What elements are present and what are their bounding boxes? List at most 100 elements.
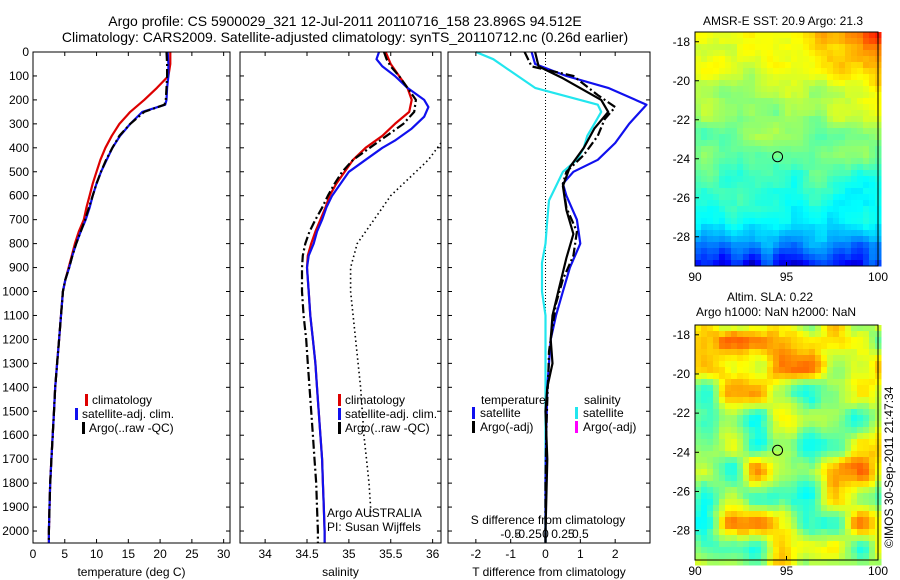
difference-panel: -2 -1 0 1 2 -0.5-0.25 0 0.250.5 T difference fro… bbox=[447, 50, 651, 579]
x-tick-label: 10 bbox=[90, 547, 104, 561]
legend-label: Argo(-adj) bbox=[583, 420, 636, 434]
x-tick-label: 35 bbox=[342, 547, 356, 561]
top-tick-label: 0.5 bbox=[572, 527, 589, 541]
series-line-argo-raw-qc bbox=[47, 51, 169, 543]
y-tick-label: 700 bbox=[9, 213, 29, 227]
y-tick-label: -20 bbox=[673, 367, 691, 381]
top-tick-label: -0.5 bbox=[500, 527, 521, 541]
legend-label: climatology bbox=[345, 393, 405, 407]
sst-map-field bbox=[695, 32, 882, 267]
salinity-legend: climatology satellite-adj. clim. Argo(..… bbox=[327, 393, 437, 534]
top-tick-label: 0.25 bbox=[551, 527, 575, 541]
y-tick-label: 300 bbox=[9, 117, 29, 131]
x-tick-label: 100 bbox=[868, 564, 888, 578]
series-line-argo-adj bbox=[534, 51, 610, 543]
x-tick-label: 0 bbox=[542, 547, 549, 561]
y-tick-label: 1000 bbox=[2, 285, 29, 299]
y-tick-label: -22 bbox=[673, 406, 691, 420]
argo-position-marker bbox=[772, 444, 784, 456]
sla-map-title-line2: Argo h1000: NaN h2000: NaN bbox=[696, 305, 856, 319]
legend-swatch-argo bbox=[338, 422, 341, 434]
plot-frame bbox=[239, 51, 442, 544]
x-tick-label: 90 bbox=[688, 270, 702, 284]
y-tick-label: -22 bbox=[673, 113, 691, 127]
x-tick-label: 35.5 bbox=[379, 547, 403, 561]
series-line-satellite-adj-clim bbox=[47, 51, 170, 543]
legend-label: satellite bbox=[480, 406, 521, 420]
legend-swatch-t-argo bbox=[472, 421, 475, 433]
y-tick-label: 800 bbox=[9, 237, 29, 251]
y-tick-label: -20 bbox=[673, 74, 691, 88]
legend-label: Argo(..raw -QC) bbox=[89, 421, 174, 435]
legend-label: satellite-adj. clim. bbox=[82, 407, 174, 421]
page-title-line2: Climatology: CARS2009. Satellite-adjuste… bbox=[61, 29, 629, 45]
y-tick-label: -28 bbox=[673, 524, 691, 538]
series-line-reference bbox=[349, 142, 442, 519]
temperature-panel: 0 5 10 15 20 25 300100200300400500600700800900… bbox=[2, 45, 230, 579]
pi-label: PI: Susan Wijffels bbox=[327, 520, 421, 534]
sla-map-panel: 90 95 100 -18 -20 -22 -24 -26 -28 bbox=[673, 324, 888, 578]
argo-position-marker bbox=[772, 151, 784, 163]
legend-swatch-s-argo bbox=[575, 421, 578, 433]
x-tick-label: 25 bbox=[185, 547, 199, 561]
series-line-satellite bbox=[475, 50, 603, 543]
timestamp-footer: ©IMOS 30-Sep-2011 21:47:34 bbox=[882, 386, 896, 548]
y-tick-label: 200 bbox=[9, 93, 29, 107]
sst-map-title: AMSR-E SST: 20.9 Argo: 21.3 bbox=[703, 14, 863, 28]
y-tick-label: -18 bbox=[673, 35, 691, 49]
legend-swatch-climatology bbox=[338, 394, 341, 406]
y-tick-label: -24 bbox=[673, 445, 691, 459]
series-line-argo-adj bbox=[523, 51, 617, 543]
y-tick-label: 1700 bbox=[2, 452, 29, 466]
x-tick-label: 95 bbox=[780, 564, 794, 578]
x-tick-label: 2 bbox=[612, 547, 619, 561]
y-tick-label: -26 bbox=[673, 484, 691, 498]
legend-swatch-argo bbox=[82, 422, 85, 434]
x-tick-label: 0 bbox=[30, 547, 37, 561]
series-line-argo-raw-qc bbox=[300, 51, 417, 543]
plot-frame bbox=[447, 51, 651, 544]
sst-map-panel: 90 95 100 -18 -20 -22 -24 -26 -28 bbox=[673, 31, 888, 284]
x-tick-label: -2 bbox=[471, 547, 482, 561]
x-tick-label: 34 bbox=[258, 547, 272, 561]
data-center-label: Argo AUSTRALIA bbox=[327, 506, 422, 520]
y-tick-label: -28 bbox=[673, 230, 691, 244]
legend-label: satellite bbox=[583, 406, 624, 420]
y-tick-label: 1900 bbox=[2, 500, 29, 514]
x-tick-label: 90 bbox=[688, 564, 702, 578]
y-tick-label: 100 bbox=[9, 69, 29, 83]
x-tick-label: -1 bbox=[505, 547, 516, 561]
y-tick-label: 1400 bbox=[2, 380, 29, 394]
x-tick-label: 30 bbox=[217, 547, 231, 561]
y-tick-label: 500 bbox=[9, 165, 29, 179]
legend-label: climatology bbox=[92, 393, 152, 407]
y-tick-label: 1300 bbox=[2, 356, 29, 370]
legend-swatch-satellite bbox=[338, 408, 341, 420]
top-tick-label: -0.25 bbox=[514, 527, 542, 541]
x-tick-label: 20 bbox=[153, 547, 167, 561]
legend-swatch-satellite bbox=[75, 408, 78, 420]
x-axis-label: T difference from climatology bbox=[472, 565, 626, 579]
y-tick-label: 0 bbox=[22, 45, 29, 59]
top-tick-label: 0 bbox=[542, 527, 549, 541]
sla-map-field bbox=[695, 325, 882, 566]
y-tick-label: -18 bbox=[673, 328, 691, 342]
page-title-line1: Argo profile: CS 5900029_321 12-Jul-2011… bbox=[108, 13, 582, 29]
x-tick-label: 100 bbox=[868, 270, 888, 284]
x-tick-label: 1 bbox=[577, 547, 584, 561]
legend-swatch-climatology bbox=[85, 394, 88, 406]
legend-swatch-s-satellite bbox=[575, 407, 578, 419]
x-tick-label: 15 bbox=[122, 547, 136, 561]
legend-label: Argo(..raw -QC) bbox=[345, 421, 430, 435]
y-tick-label: 1600 bbox=[2, 428, 29, 442]
top-axis-label: S difference from climatology bbox=[471, 513, 626, 527]
legend-swatch-t-satellite bbox=[472, 407, 475, 419]
sla-map-title-line1: Altim. SLA: 0.22 bbox=[727, 290, 813, 304]
legend-heading-temperature: temperature bbox=[481, 393, 546, 407]
series-line-climatology bbox=[47, 52, 172, 543]
salinity-panel: 34 34.5 35 35.5 36 salinity bbox=[239, 51, 442, 579]
x-tick-label: 95 bbox=[780, 270, 794, 284]
x-axis-label: temperature (deg C) bbox=[77, 565, 185, 579]
x-tick-label: 34.5 bbox=[295, 547, 319, 561]
